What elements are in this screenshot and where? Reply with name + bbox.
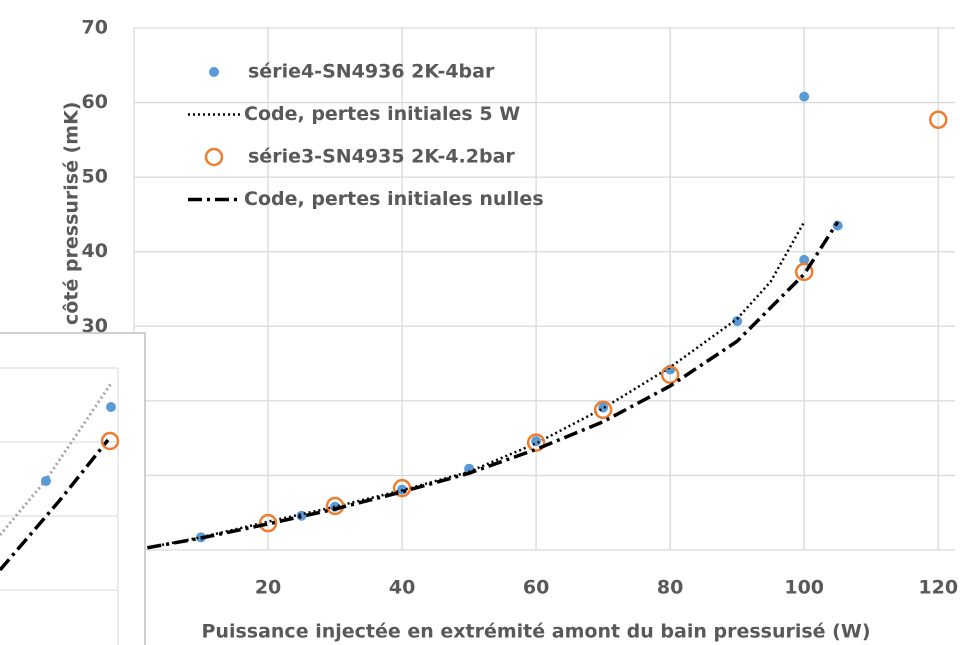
x-tick-label: 80: [657, 577, 683, 599]
data-point: [794, 262, 814, 282]
data-point: [258, 513, 278, 533]
series-line: [147, 221, 806, 549]
x-tick-label: 100: [784, 577, 824, 599]
data-point: [799, 254, 810, 265]
data-point: [598, 402, 609, 413]
legend-label: Code, pertes initiales nulles: [244, 188, 544, 210]
legend-swatch: [204, 147, 224, 167]
y-tick-label: 70: [82, 17, 108, 39]
legend-swatch: [209, 67, 219, 77]
data-point: [732, 316, 743, 327]
x-tick-label: 40: [389, 577, 415, 599]
data-point: [392, 478, 412, 498]
inset-point: [41, 476, 51, 486]
x-tick-label: 20: [255, 577, 281, 599]
data-point: [593, 400, 613, 420]
inset-point: [106, 402, 116, 412]
inset-line: [0, 438, 110, 572]
plot-area: 010203040506070020406080100120série4-SN4…: [82, 17, 959, 599]
inset-point: [100, 431, 120, 451]
inset-frame: [0, 332, 146, 645]
y-tick-label: 40: [82, 240, 108, 262]
x-tick-label: 60: [523, 577, 549, 599]
data-point: [799, 91, 810, 102]
inset-chart: [0, 332, 146, 645]
legend-label: série4-SN4936 2K-4bar: [248, 61, 495, 83]
x-axis-label: Puissance injectée en extrémité amont du…: [202, 621, 871, 643]
legend-label: série3-SN4935 2K-4.2bar: [248, 146, 515, 168]
legend-label: Code, pertes initiales 5 W: [244, 103, 520, 125]
y-tick-label: 60: [82, 91, 108, 113]
series-line: [147, 220, 840, 550]
y-tick-label: 30: [82, 315, 108, 337]
data-point: [660, 365, 680, 385]
data-point: [526, 433, 546, 452]
data-point: [928, 110, 948, 129]
data-point: [531, 436, 542, 447]
x-tick-label: 120: [918, 577, 958, 599]
y-axis-label: côté pressurisé (mK): [61, 102, 83, 325]
y-tick-label: 50: [82, 166, 108, 188]
